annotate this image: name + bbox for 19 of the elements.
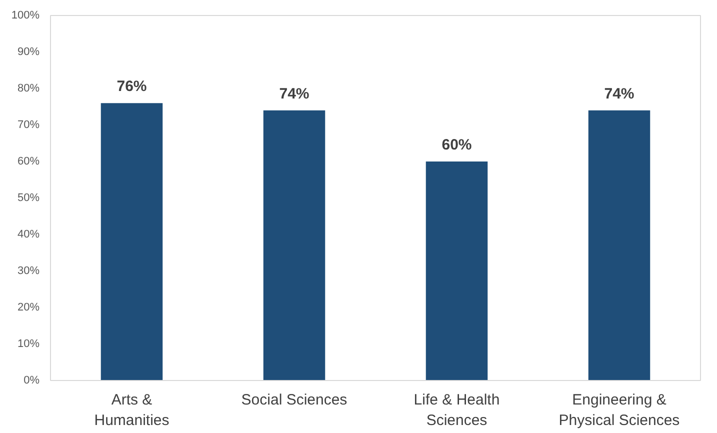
y-tick-label: 10% <box>17 338 40 350</box>
x-tick-label: Life & Health Sciences <box>414 392 500 429</box>
y-tick-label: 80% <box>17 82 40 94</box>
y-tick-label: 30% <box>17 265 40 277</box>
y-tick-label: 90% <box>17 46 40 58</box>
y-tick-label: 100% <box>11 10 40 22</box>
data-label: 76% <box>116 78 147 96</box>
data-label: 74% <box>279 85 310 102</box>
y-tick-label: 70% <box>17 119 40 131</box>
x-tick-label: Engineering & Physical Sciences <box>558 392 680 429</box>
data-label: 74% <box>604 85 634 102</box>
y-tick-label: 20% <box>17 302 40 314</box>
x-tick-label: Social Sciences <box>241 392 348 408</box>
y-tick-label: 50% <box>17 192 40 204</box>
data-label: 60% <box>442 136 472 154</box>
y-tick-label: 40% <box>17 228 40 240</box>
x-tick-label: Arts & Humanities <box>94 392 170 429</box>
y-tick-label: 60% <box>17 156 40 168</box>
y-tick-label: 0% <box>24 374 40 386</box>
